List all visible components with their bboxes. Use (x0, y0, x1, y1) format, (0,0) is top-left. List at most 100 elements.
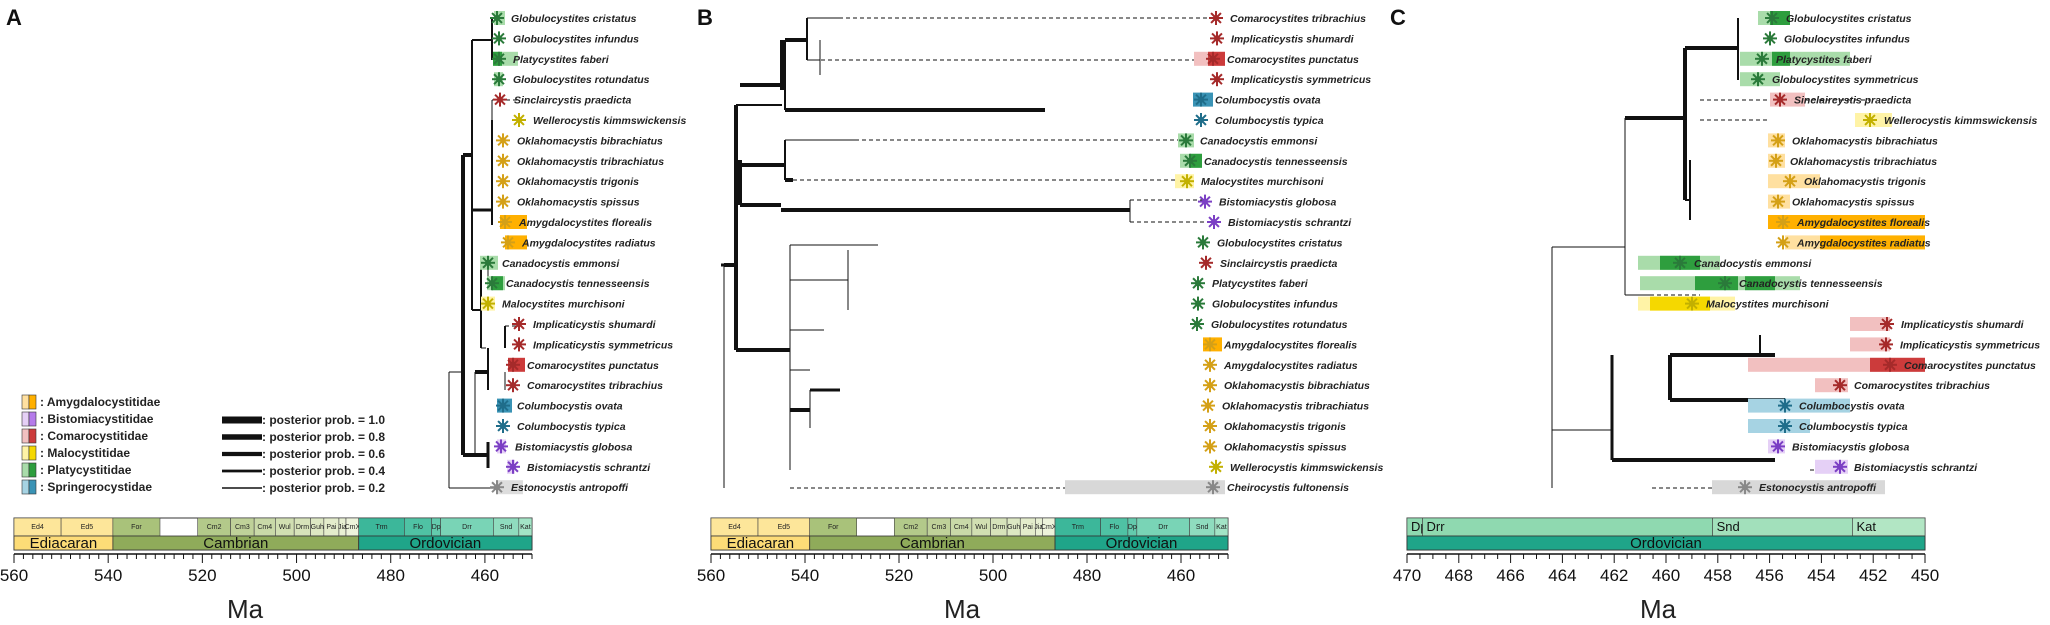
legend-posterior-label: : posterior prob. = 1.0 (262, 413, 385, 427)
axis-tick-label: 460 (1167, 566, 1195, 585)
taxon-label: Columbocystis ovata (1799, 401, 1905, 413)
labels-c: Globulocystites cristatus Globulocystites… (1694, 13, 2040, 494)
stage-label: Drr (1427, 519, 1446, 534)
taxon-label: Oklahomacystis bibrachiatus (1792, 135, 1938, 147)
taxon-label: Oklahomacystis tribrachiatus (1790, 156, 1937, 168)
tree-panel-b: Comarocystites tribrachius Implicaticysti… (721, 11, 1383, 495)
stage-label: Drm (296, 524, 309, 531)
taxon-star-icon (496, 419, 510, 433)
stage-label: Drr (1158, 524, 1168, 531)
taxon-label: Columbocystis ovata (1215, 95, 1321, 107)
taxon-label: Globulocystites cristatus (1786, 13, 1912, 25)
stage-label: Wul (975, 524, 987, 531)
taxon-star-icon (1198, 194, 1212, 209)
taxon-star-icon (1203, 337, 1217, 352)
legend-swatch-light (21, 428, 30, 444)
taxon-label: Malocystites murchisoni (502, 299, 626, 311)
legend-family-label: : Springerocystidae (40, 480, 152, 494)
taxon-star-icon (1203, 357, 1217, 372)
stage-label: Kat (1216, 524, 1227, 531)
axis-unit-c: Ma (1640, 594, 1677, 624)
taxon-label: Amygdalocystites florealis (1223, 339, 1357, 351)
range-bar (496, 480, 523, 495)
stars-c (1673, 11, 1897, 495)
labels-b: Comarocystites tribrachius Implicaticysti… (1200, 13, 1383, 494)
legend-swatch-light (21, 394, 30, 410)
taxon-star-icon (496, 153, 510, 168)
stage-label: Flo (1109, 524, 1119, 531)
taxon-star-icon (1718, 276, 1732, 291)
taxon-label: Amygdalocystites florealis (518, 217, 652, 229)
axis-tick-label: 460 (1652, 566, 1680, 585)
taxon-star-icon (1833, 378, 1847, 393)
range-bar (1712, 480, 1885, 495)
period-box (1054, 535, 1229, 551)
taxon-star-icon (1190, 317, 1204, 331)
taxon-star-icon (1673, 255, 1687, 270)
taxon-label: Comarocystites punctatus (1227, 54, 1359, 66)
taxon-star-icon (1203, 439, 1217, 454)
taxon-label: Implicaticystis symmetricus (533, 339, 673, 351)
taxon-label: Oklahomacystis spissus (1792, 197, 1915, 209)
taxon-label: Canadocystis tennesseensis (1739, 278, 1883, 290)
labels-a: Globulocystites cristatus Globulocystites… (502, 13, 686, 494)
axis-tick-label: 520 (188, 566, 216, 585)
axis-tick-label: 500 (282, 566, 310, 585)
taxon-label: Amygdalocystites florealis (1796, 217, 1930, 229)
taxon-star-icon (1778, 419, 1792, 433)
stage-label: Snd (500, 524, 513, 531)
range-bar (1820, 235, 1925, 250)
stage-label: Drr (462, 524, 472, 531)
taxon-label: Comarocystites punctatus (1904, 360, 2036, 372)
taxon-label: Columbocystis typica (1215, 115, 1324, 127)
taxon-label: Bistomiacystis schrantzi (1854, 462, 1978, 474)
stage-label: Cm3 (932, 524, 947, 531)
axis-tick-label: 452 (1859, 566, 1887, 585)
legend-posterior-label: : posterior prob. = 0.4 (262, 464, 385, 478)
legend-swatch-dark (28, 445, 37, 461)
taxon-star-icon (1685, 296, 1699, 311)
taxon-star-icon (1210, 31, 1224, 46)
taxon-star-icon (1180, 174, 1194, 189)
legend-swatch-light (21, 411, 30, 427)
taxon-star-icon (1191, 296, 1205, 311)
taxon-star-icon (1209, 11, 1223, 25)
taxon-label: Implicaticystis symmetricus (1900, 339, 2040, 351)
taxon-label: Implicaticystis symmetricus (1231, 74, 1371, 86)
taxon-label: Implicaticystis shumardi (1901, 319, 2025, 331)
taxon-label: Sinclaircystis praedicta (1220, 258, 1337, 270)
taxon-label: Comarocystites tribrachius (1230, 13, 1366, 25)
legend-family-label: : Bistomiacystitidae (40, 412, 154, 426)
range-bar (1065, 480, 1225, 495)
stage-label: CmX (345, 524, 361, 531)
taxon-label: Oklahomacystis tribrachiatus (1222, 401, 1369, 413)
stage-label: Pai (1023, 524, 1034, 531)
legend-posterior-label: : posterior prob. = 0.2 (262, 481, 385, 495)
taxon-label: Estonocystis antropoffi (1759, 482, 1877, 494)
stage-label: Guh (1007, 524, 1020, 531)
axis-tick-label: 470 (1393, 566, 1421, 585)
period-box (1406, 535, 1926, 551)
stage-label: Drm (992, 524, 1005, 531)
taxon-label: Bistomiacystis globosa (515, 441, 632, 453)
taxon-star-icon (1206, 51, 1220, 66)
legend-swatch-light (21, 479, 30, 495)
stage-label: Ed4 (728, 524, 741, 531)
taxon-star-icon (512, 317, 526, 331)
taxon-star-icon (1763, 31, 1777, 46)
range-bar (1850, 317, 1890, 331)
panel-letter-b: B (697, 5, 713, 30)
axis-unit-b: Ma (944, 594, 981, 624)
taxon-star-icon (1199, 255, 1213, 270)
taxon-star-icon (490, 480, 504, 495)
period-label: Cambrian (203, 535, 268, 552)
stage-label: Snd (1717, 519, 1740, 534)
taxon-label: Comarocystites tribrachius (1854, 380, 1990, 392)
taxon-star-icon (1863, 113, 1877, 127)
taxon-label: Implicaticystis shumardi (533, 319, 657, 331)
taxon-label: Wellerocystis kimmswickensis (533, 115, 686, 127)
taxon-star-icon (506, 459, 520, 474)
legend-family-label: : Platycystitidae (40, 463, 132, 477)
taxon-star-icon (1771, 194, 1785, 209)
tree-branches-a (448, 18, 506, 489)
